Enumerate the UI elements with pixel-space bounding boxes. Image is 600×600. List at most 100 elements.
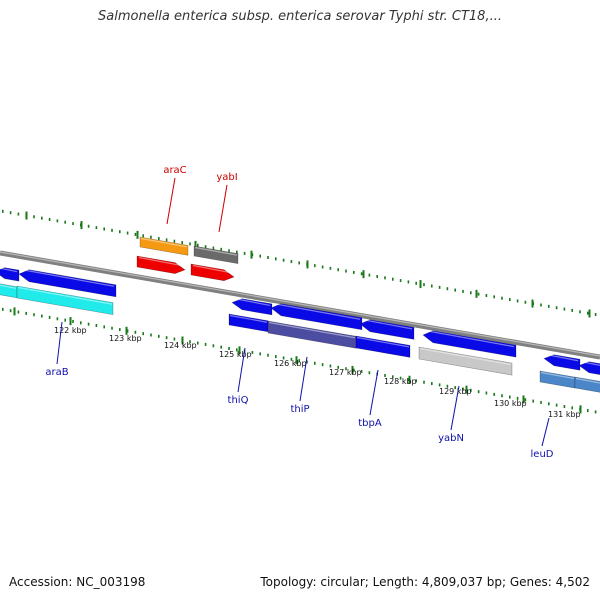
outer-tick-minor <box>64 220 66 224</box>
gene-label: araB <box>45 367 68 378</box>
inner-tick-major <box>465 385 468 394</box>
gene-feature-reverse <box>418 346 513 376</box>
outer-tick-minor <box>87 224 90 228</box>
outer-tick-minor <box>384 276 386 280</box>
outer-tick-major <box>531 299 534 308</box>
outer-tick-minor <box>438 285 441 289</box>
tick-label: 125 kbp <box>219 350 252 359</box>
inner-tick-minor <box>431 382 433 386</box>
inner-tick-major <box>125 326 128 335</box>
inner-tick-minor <box>72 319 74 323</box>
outer-tick-minor <box>56 219 59 223</box>
inner-tick-minor <box>509 395 511 399</box>
gene-feature-reverse <box>574 376 600 393</box>
gene-feature-forward-highlight <box>140 237 188 248</box>
inner-tick-minor <box>329 364 332 368</box>
inner-tick-minor <box>368 371 371 375</box>
inner-tick-minor <box>321 363 324 367</box>
gene-label-leader <box>218 184 228 233</box>
inner-tick-minor <box>314 361 316 365</box>
outer-tick-major <box>306 260 309 269</box>
inner-tick-minor <box>220 345 222 349</box>
outer-tick-major <box>25 211 28 220</box>
cds-feature-reverse <box>359 319 415 340</box>
outer-tick-minor <box>103 227 105 231</box>
tick-label: 130 kbp <box>494 399 527 408</box>
inner-tick-minor <box>2 307 4 311</box>
outer-tick-minor <box>431 284 433 288</box>
gene-feature-reverse <box>267 320 357 349</box>
inner-tick-minor <box>259 352 261 356</box>
outer-tick-minor <box>462 289 464 293</box>
gene-label-leader <box>56 321 63 365</box>
inner-tick-minor <box>407 378 410 382</box>
inner-tick-minor <box>212 344 215 348</box>
inner-tick-minor <box>485 391 488 395</box>
gene-feature-reverse-highlight <box>229 314 268 323</box>
inner-tick-minor <box>423 380 425 384</box>
inner-tick-major <box>181 336 184 345</box>
outer-tick-minor <box>540 303 542 307</box>
cds-feature-reverse <box>18 269 117 298</box>
inner-tick-minor <box>87 322 90 326</box>
inner-tick-minor <box>158 334 160 338</box>
cds-feature-forward-highlight <box>192 264 233 274</box>
outer-tick-minor <box>173 239 176 243</box>
tick-label: 128 kbp <box>384 377 417 386</box>
inner-tick-minor <box>236 348 238 352</box>
feature-track <box>0 236 600 393</box>
inner-tick-minor <box>306 360 308 364</box>
outer-tick-track <box>2 209 597 318</box>
inner-tick-minor <box>150 333 152 337</box>
gene-feature-reverse-highlight <box>268 321 356 339</box>
inner-tick-minor <box>360 369 363 373</box>
cds-feature-forward <box>190 263 235 282</box>
inner-tick-minor <box>197 341 199 345</box>
tick-label: 123 kbp <box>109 334 142 343</box>
outer-tick-minor <box>548 304 550 308</box>
outer-tick-minor <box>353 270 355 274</box>
outer-tick-minor <box>150 235 152 239</box>
gene-feature-reverse-highlight <box>575 377 600 384</box>
inner-tick-major <box>351 365 354 374</box>
outer-tick-minor <box>17 212 20 216</box>
inner-tick-major <box>13 307 16 316</box>
inner-tick-minor <box>165 336 168 340</box>
cds-feature-reverse <box>0 267 20 282</box>
inner-tick-minor <box>9 309 12 313</box>
inner-tick-minor <box>275 355 277 359</box>
cds-feature-reverse <box>578 361 600 375</box>
genome-backbone <box>0 250 600 360</box>
gene-label: thiQ <box>228 395 249 406</box>
outer-tick-major <box>475 289 478 298</box>
inner-tick-minor <box>25 311 27 315</box>
tick-label: 124 kbp <box>164 341 197 350</box>
outer-tick-major <box>419 280 422 289</box>
outer-tick-minor <box>454 288 456 292</box>
outer-tick-minor <box>516 299 519 303</box>
outer-tick-minor <box>212 246 215 250</box>
outer-tick-minor <box>197 243 199 247</box>
inner-tick-minor <box>454 386 456 390</box>
inner-tick-minor <box>524 398 527 402</box>
inner-tick-minor <box>337 365 339 369</box>
outer-tick-minor <box>423 283 425 287</box>
outer-tick-minor <box>485 293 488 297</box>
outer-tick-major <box>250 250 253 259</box>
gene-feature-forward <box>139 236 189 256</box>
tick-label: 129 kbp <box>439 387 472 396</box>
inner-tick-minor <box>384 373 386 377</box>
outer-tick-minor <box>165 238 168 242</box>
inner-tick-major <box>408 375 411 384</box>
outer-tick-minor <box>360 272 363 276</box>
inner-tick-major <box>579 405 582 414</box>
tick-label: 126 kbp <box>274 359 307 368</box>
outer-tick-major <box>80 221 83 230</box>
outer-tick-minor <box>392 277 394 281</box>
outer-tick-minor <box>345 269 347 273</box>
outer-tick-minor <box>41 216 43 220</box>
outer-tick-minor <box>134 232 137 236</box>
gene-feature-reverse <box>355 335 411 358</box>
inner-tick-minor <box>251 351 254 355</box>
gene-feature-reverse <box>16 285 114 315</box>
